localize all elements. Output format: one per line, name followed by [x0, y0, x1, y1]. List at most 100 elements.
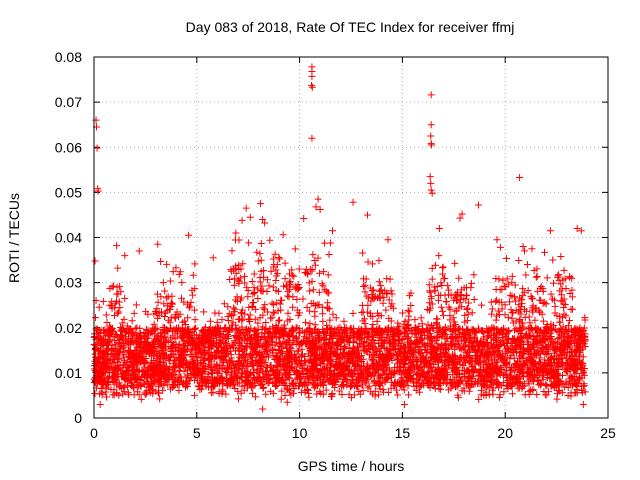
data-point	[256, 250, 264, 258]
data-point	[290, 272, 298, 280]
data-point	[120, 315, 128, 323]
data-point	[427, 179, 435, 187]
data-point	[284, 309, 292, 317]
data-point	[400, 400, 408, 408]
data-point	[229, 311, 237, 319]
data-point	[555, 327, 563, 335]
data-point	[495, 275, 503, 283]
data-point	[109, 282, 117, 290]
data-point	[289, 389, 297, 397]
data-point	[325, 251, 333, 259]
data-point	[328, 227, 336, 235]
data-point	[329, 310, 337, 318]
data-point	[399, 309, 407, 317]
data-point	[475, 396, 483, 404]
data-point	[386, 275, 394, 283]
data-point	[382, 306, 390, 314]
data-point	[213, 318, 221, 326]
data-point	[264, 276, 272, 284]
data-point	[381, 370, 389, 378]
data-point	[519, 243, 527, 251]
data-point	[248, 277, 256, 285]
data-point	[498, 298, 506, 306]
data-point	[375, 278, 383, 286]
data-point	[411, 316, 419, 324]
data-point	[555, 387, 563, 395]
data-point	[275, 254, 283, 262]
data-point	[115, 308, 123, 316]
data-point	[568, 286, 576, 294]
data-point	[478, 301, 486, 309]
data-point	[383, 275, 391, 283]
data-point	[562, 312, 570, 320]
data-point	[224, 303, 232, 311]
data-point	[556, 333, 564, 341]
y-tick-label: 0.06	[55, 139, 82, 155]
data-point	[200, 308, 208, 316]
data-point	[500, 388, 508, 396]
data-point	[558, 297, 566, 305]
data-point	[245, 316, 253, 324]
data-point	[130, 309, 138, 317]
data-point	[326, 239, 334, 247]
data-point	[276, 300, 284, 308]
data-point	[252, 393, 260, 401]
data-point	[428, 141, 436, 149]
data-point	[309, 251, 317, 259]
data-point	[502, 360, 510, 368]
data-point	[558, 291, 566, 299]
data-point	[269, 283, 277, 291]
data-point	[92, 314, 100, 322]
data-point	[533, 273, 541, 281]
data-point	[191, 316, 199, 324]
data-point	[289, 303, 297, 311]
data-point	[308, 83, 316, 91]
data-point	[360, 282, 368, 290]
data-point	[230, 281, 238, 289]
data-point	[275, 316, 283, 324]
data-point	[320, 268, 328, 276]
data-point	[232, 229, 240, 237]
data-point	[428, 275, 436, 283]
data-point	[259, 215, 267, 223]
data-point	[441, 291, 449, 299]
data-point	[206, 317, 214, 325]
data-point	[439, 312, 447, 320]
data-point	[455, 274, 463, 282]
data-point	[250, 289, 258, 297]
data-point	[426, 173, 434, 181]
data-point	[467, 279, 475, 287]
data-point	[444, 282, 452, 290]
data-point	[549, 256, 557, 264]
data-point	[160, 313, 168, 321]
y-tick-label: 0.03	[55, 275, 82, 291]
data-point	[300, 215, 308, 223]
data-point	[216, 330, 224, 338]
data-point	[364, 258, 372, 266]
y-tick-label: 0.01	[55, 365, 82, 381]
data-point	[518, 344, 526, 352]
data-point	[259, 405, 267, 413]
data-point	[573, 224, 581, 232]
data-point	[180, 298, 188, 306]
data-point	[308, 267, 316, 275]
data-point	[431, 261, 439, 269]
data-point	[254, 285, 262, 293]
data-point	[250, 270, 258, 278]
data-point	[557, 253, 565, 261]
data-point	[277, 306, 285, 314]
data-point	[314, 195, 322, 203]
data-point	[503, 328, 511, 336]
data-point	[230, 308, 238, 316]
data-point	[161, 287, 169, 295]
data-point	[405, 312, 413, 320]
data-point	[427, 132, 435, 140]
data-point	[102, 311, 110, 319]
data-point	[487, 298, 495, 306]
data-point	[132, 301, 140, 309]
data-point	[349, 309, 357, 317]
data-point	[209, 254, 217, 262]
data-point	[437, 385, 445, 393]
data-point	[521, 247, 529, 255]
data-point	[470, 295, 478, 303]
